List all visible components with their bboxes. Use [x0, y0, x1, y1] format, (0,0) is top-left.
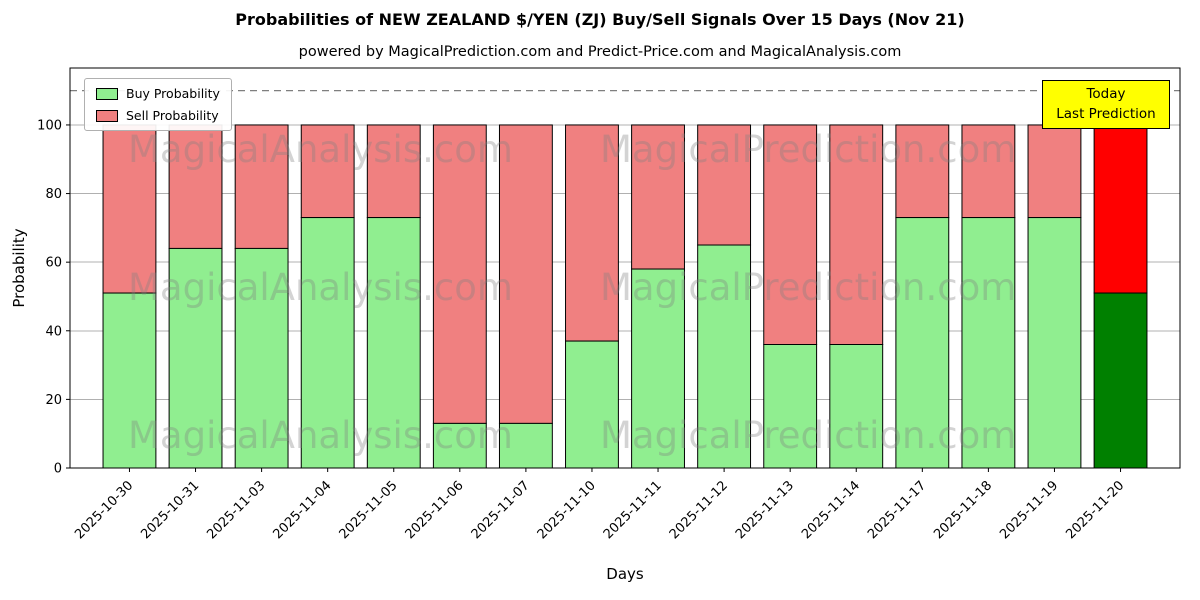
- watermark-text: MagicalPrediction.com: [600, 128, 1016, 171]
- today-annotation-line1: Today: [1086, 86, 1126, 102]
- x-tick-label: 2025-11-03: [204, 478, 268, 542]
- bar-buy-segment: [300, 217, 355, 469]
- x-tick-label: 2025-11-20: [1063, 478, 1127, 542]
- bar-buy-segment: [829, 344, 884, 469]
- bar-buy-segment: [102, 292, 157, 469]
- bar-buy-segment: [895, 217, 950, 469]
- x-tick-label: 2025-11-19: [997, 478, 1061, 542]
- watermark-text: MagicalAnalysis.com: [128, 414, 513, 457]
- bar-buy-segment: [961, 217, 1016, 469]
- x-tick-label: 2025-11-18: [931, 478, 995, 542]
- chart-title: Probabilities of NEW ZEALAND $/YEN (ZJ) …: [235, 10, 965, 29]
- legend: Buy Probability Sell Probability: [84, 78, 232, 131]
- watermark-text: MagicalAnalysis.com: [128, 128, 513, 171]
- bar-buy-segment: [366, 217, 421, 469]
- bar-buy-segment: [1027, 217, 1082, 469]
- today-annotation: Today Last Prediction: [1042, 80, 1170, 129]
- x-tick-label: 2025-11-11: [601, 478, 665, 542]
- legend-label-buy: Buy Probability: [126, 86, 220, 101]
- watermark-text: MagicalPrediction.com: [600, 266, 1016, 309]
- bar-sell-segment: [565, 124, 619, 342]
- x-tick-label: 2025-11-14: [799, 478, 863, 542]
- bar-sell-segment: [697, 124, 752, 246]
- today-annotation-line2: Last Prediction: [1056, 106, 1156, 123]
- bar-buy-segment: [697, 244, 752, 469]
- bar-buy-segment: [432, 422, 487, 469]
- y-axis-label: Probability: [10, 228, 28, 308]
- bar-buy-segment: [498, 422, 553, 469]
- x-tick-label: 2025-11-12: [667, 478, 731, 542]
- watermark-text: MagicalAnalysis.com: [128, 266, 513, 309]
- x-tick-label: 2025-11-10: [535, 478, 599, 542]
- x-axis-label: Days: [606, 565, 644, 583]
- bar-buy-segment: [1093, 292, 1148, 469]
- legend-item-sell: Sell Probability: [96, 108, 220, 123]
- legend-label-sell: Sell Probability: [126, 108, 219, 123]
- bar-sell-segment: [829, 124, 884, 346]
- legend-item-buy: Buy Probability: [96, 86, 220, 101]
- bar-sell-segment: [961, 124, 1016, 219]
- x-tick-label: 2025-11-17: [865, 478, 929, 542]
- y-tick-label: 0: [54, 462, 62, 477]
- watermark-text: MagicalPrediction.com: [600, 414, 1016, 457]
- x-tick-label: 2025-11-05: [337, 478, 401, 542]
- bar-sell-segment: [366, 124, 421, 219]
- y-tick-label: 60: [45, 256, 62, 271]
- y-tick-label: 80: [45, 187, 62, 202]
- bar-buy-segment: [565, 340, 619, 469]
- x-tick-label: 2025-11-04: [270, 478, 334, 542]
- chart-subtitle: powered by MagicalPrediction.com and Pre…: [298, 44, 902, 60]
- x-tick-label: 2025-10-31: [138, 478, 202, 542]
- y-tick-label: 40: [45, 324, 62, 339]
- bar-buy-segment: [631, 268, 685, 469]
- bar-sell-segment: [1093, 124, 1148, 294]
- x-tick-label: 2025-11-07: [469, 478, 533, 542]
- y-tick-label: 100: [37, 118, 62, 133]
- x-tick-label: 2025-11-13: [733, 478, 797, 542]
- buy-probability-swatch-icon: [96, 87, 118, 100]
- bar-buy-segment: [168, 247, 223, 469]
- x-tick-label: 2025-11-06: [403, 478, 467, 542]
- x-tick-label: 2025-10-30: [72, 478, 136, 542]
- bar-sell-segment: [498, 124, 553, 424]
- bar-sell-segment: [300, 124, 355, 219]
- sell-probability-swatch-icon: [96, 109, 118, 122]
- bar-sell-segment: [631, 124, 685, 270]
- bar-sell-segment: [168, 124, 223, 249]
- plot-border: [69, 67, 1181, 469]
- bar-sell-segment: [1027, 124, 1082, 219]
- y-tick-label: 20: [45, 393, 62, 408]
